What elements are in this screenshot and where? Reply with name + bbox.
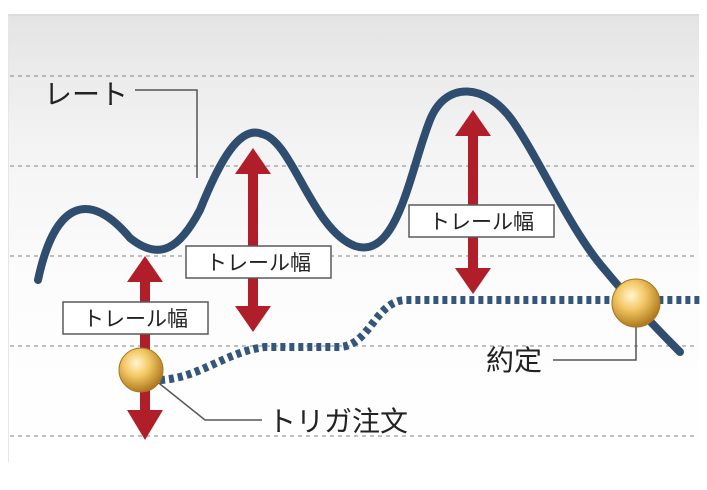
trail-width-arrow [127,256,163,440]
trail-width-label: トレール幅 [206,251,311,275]
rate-label: レート [44,78,128,111]
rate-line [34,87,684,356]
trail-width-label-box [62,301,209,335]
rate-leader-line [135,89,198,178]
trigger-order-label: トリガ注文 [268,405,408,438]
trail-width-label: トレール幅 [429,210,534,234]
trail-width-arrow [235,148,271,332]
trail-stop-line [159,296,700,384]
execution-marker [611,278,661,328]
trail-width-label-box [185,245,332,279]
trail-width-arrow [455,110,491,294]
grid-lines [10,75,697,437]
trail-width-label: トレール幅 [83,307,188,331]
trail-width-label-box [408,204,555,238]
trigger-order-marker [118,347,164,393]
trigger-leader-line [144,371,262,421]
execution-label: 約定 [486,344,542,377]
